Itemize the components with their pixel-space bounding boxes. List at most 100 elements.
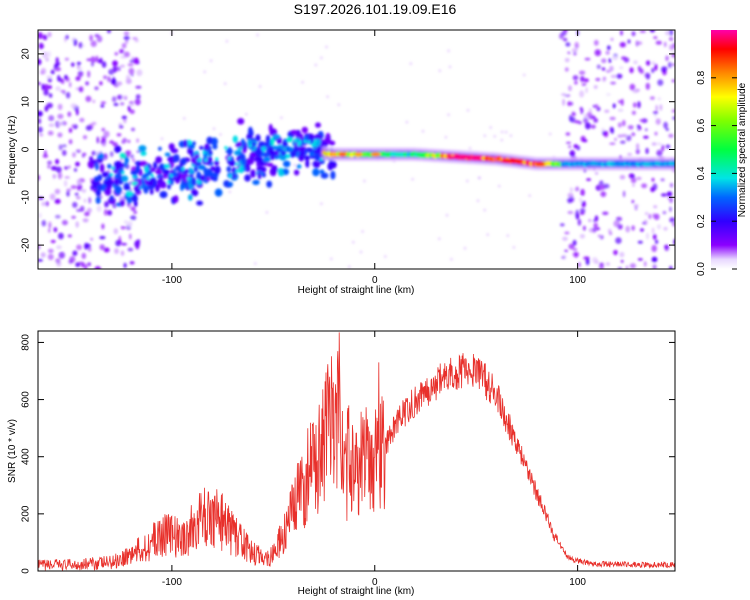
spectrogram-cell <box>235 169 239 173</box>
spectrogram-cell <box>631 175 635 178</box>
spectrogram-cell <box>114 185 123 195</box>
spectrogram-cell <box>652 263 657 269</box>
spectrogram-cell <box>437 237 441 241</box>
spectrogram-cell <box>234 150 241 156</box>
spectrogram-cell <box>55 86 61 91</box>
spectrogram-cell <box>70 185 77 190</box>
spectrogram-cell <box>180 184 184 192</box>
spectrogram-cell <box>129 109 135 114</box>
spectrogram-cell <box>125 150 132 155</box>
spectrogram-cell <box>593 39 599 46</box>
spectrogram-cell <box>121 95 128 100</box>
spectrogram-cell <box>651 142 657 146</box>
spectrogram-cell <box>258 85 262 88</box>
spectrogram-cell <box>81 44 86 48</box>
spectrogram-cell <box>152 161 158 170</box>
spectrogram-cell <box>293 138 298 142</box>
spectrogram-cell <box>64 166 69 170</box>
spectrogram-cell <box>602 211 609 215</box>
spectrogram-cell <box>649 30 655 33</box>
spectrogram-cell <box>268 148 274 156</box>
spectrogram-cell <box>177 165 185 173</box>
spectrogram-cell <box>263 156 271 163</box>
spectrogram-cell <box>101 127 106 132</box>
snr-series-line <box>38 332 675 571</box>
spectrogram-cell <box>91 121 97 126</box>
spectrogram-cell <box>71 62 75 67</box>
spectrogram-cell <box>130 215 137 221</box>
spectrogram-cell <box>149 188 154 195</box>
spectrogram-cell <box>121 191 125 195</box>
spectrogram-cell <box>63 180 68 187</box>
spectrogram-cell <box>47 50 52 58</box>
spectrogram-cell <box>112 76 115 83</box>
spectrogram-cell <box>223 82 227 86</box>
spectrogram-cell <box>130 206 136 212</box>
spectrogram-cell <box>314 63 318 67</box>
spectrogram-cell <box>620 30 623 36</box>
spectrogram-cell <box>637 101 641 109</box>
spectrogram-cell <box>130 154 134 159</box>
spectrogram-cell <box>159 191 168 199</box>
spectrogram-cell <box>466 108 470 112</box>
spectrogram-cell <box>232 135 238 143</box>
spectrogram-cell <box>654 63 658 71</box>
spectrogram-cell <box>146 176 150 180</box>
spectrogram-cell <box>486 233 490 237</box>
spectrogram-cell <box>38 259 43 262</box>
spectrogram-cell <box>585 258 590 266</box>
spectrogram-cell <box>202 150 206 154</box>
spectrogram-cell <box>615 237 622 244</box>
spectrogram-cell <box>637 240 643 244</box>
spectrogram-cell <box>411 177 415 181</box>
spectrogram-cell <box>246 158 255 165</box>
spectrogram-cell <box>653 205 658 209</box>
spectrogram-cell <box>319 169 325 174</box>
spectrogram-cell <box>639 30 646 33</box>
spectrogram-cell <box>637 41 643 45</box>
snr-x-ticks: -100 0 100 <box>162 331 586 588</box>
spectrogram-cell <box>609 142 616 145</box>
spectrogram-cell <box>133 210 137 214</box>
spectrogram-cell <box>575 186 579 192</box>
spectrogram-cell <box>64 176 70 179</box>
spectrogram-cell <box>409 62 413 66</box>
spectrogram-cell <box>129 261 135 265</box>
spectrogram-cell <box>107 30 111 34</box>
spectrogram-cell <box>64 57 69 61</box>
spectrogram-cell <box>48 93 53 98</box>
spectrogram-cell <box>104 201 107 208</box>
spectrogram-cell <box>38 118 42 125</box>
spectrogram-cell <box>664 41 667 48</box>
spectrogram-cell <box>319 56 323 60</box>
spectrogram-cell <box>620 56 627 60</box>
spectrogram-cell <box>259 166 267 173</box>
spectrogram-cell <box>593 222 598 228</box>
spectrogram-cell <box>76 180 82 186</box>
spectrogram-cell <box>223 180 230 188</box>
spectrogram-cell <box>60 90 66 93</box>
spectrogram-cell <box>111 166 115 170</box>
spectrogram-cell <box>668 133 674 138</box>
spectrogram-cell <box>165 169 169 176</box>
spectrogram-cell <box>634 88 641 92</box>
spectrogram-cell <box>266 180 273 188</box>
spectrogram-cell <box>301 80 305 84</box>
spectrogram-cell <box>84 263 88 269</box>
spectrogram-cell <box>99 81 103 86</box>
spectrogram-cell <box>110 173 114 177</box>
spectrogram-cell <box>225 149 234 154</box>
spectrogram-cell <box>304 155 310 161</box>
spectrogram-cell <box>327 162 334 171</box>
spectrogram-cell <box>362 179 366 183</box>
snr-y-tick-label: 600 <box>21 391 32 408</box>
spectrogram-cell <box>579 106 583 111</box>
spectrogram-cell <box>370 152 381 157</box>
spectrogram-cell <box>68 259 73 264</box>
spectrogram-cell <box>421 129 425 133</box>
spectrogram-cell <box>56 245 62 250</box>
spectrogram-cell <box>639 68 644 74</box>
spectrogram-cell <box>664 246 669 251</box>
spectrogram-cell <box>85 95 92 102</box>
